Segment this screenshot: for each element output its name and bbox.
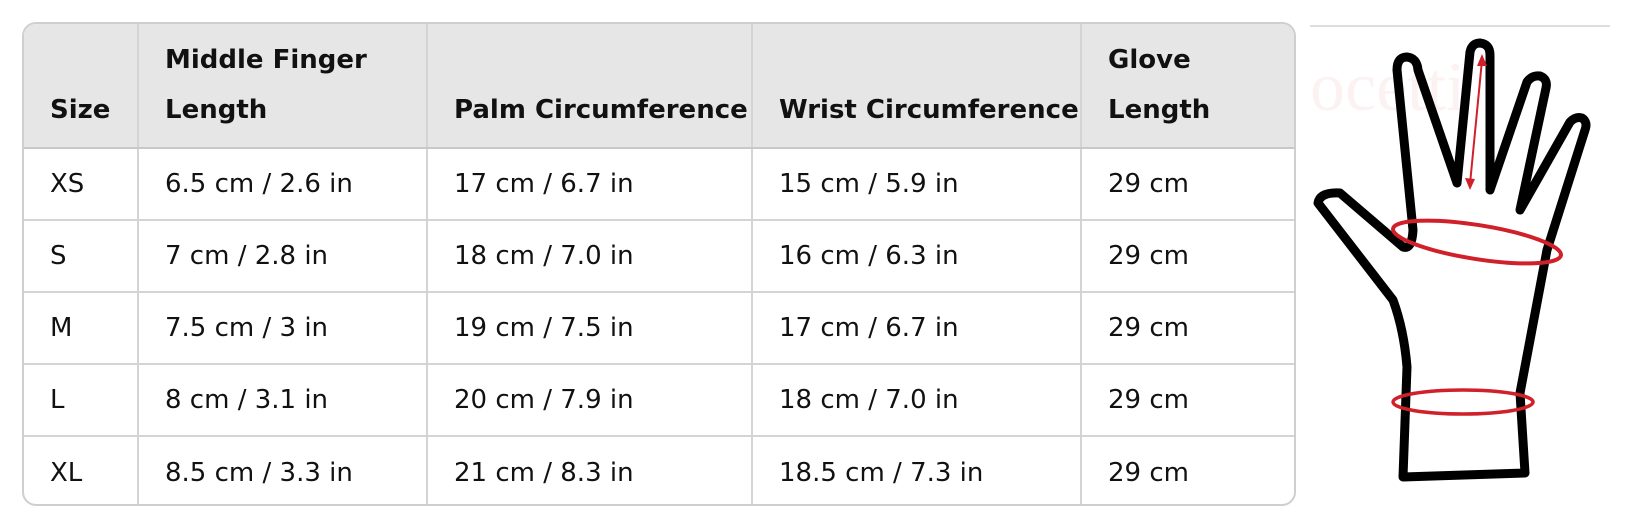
- cell-wrist-circumference: 18.5 cm / 7.3 in: [752, 436, 1082, 504]
- hand-outline: [1313, 38, 1591, 482]
- header-palm-circumference: Palm Circumference: [427, 24, 753, 149]
- cell-glove-length: 29 cm: [1081, 364, 1294, 437]
- cell-middle-finger-length: 7.5 cm / 3 in: [138, 292, 428, 365]
- header-wrist-circumference: Wrist Circumference: [752, 24, 1082, 149]
- header-glove-length: Glove Length: [1081, 24, 1294, 149]
- cell-glove-length: 29 cm: [1081, 148, 1294, 221]
- cell-size: S: [24, 220, 139, 293]
- header-size: Size: [24, 24, 139, 149]
- cell-middle-finger-length: 8.5 cm / 3.3 in: [138, 436, 428, 504]
- cell-middle-finger-length: 6.5 cm / 2.6 in: [138, 148, 428, 221]
- hand-measurement-diagram-icon: ocetti: [1310, 25, 1610, 482]
- cell-wrist-circumference: 16 cm / 6.3 in: [752, 220, 1082, 293]
- cell-wrist-circumference: 17 cm / 6.7 in: [752, 292, 1082, 365]
- cell-palm-circumference: 21 cm / 8.3 in: [427, 436, 753, 504]
- cell-wrist-circumference: 18 cm / 7.0 in: [752, 364, 1082, 437]
- cell-palm-circumference: 19 cm / 7.5 in: [427, 292, 753, 365]
- size-chart-table: Size Middle Finger Length Palm Circumfer…: [22, 22, 1296, 506]
- cell-palm-circumference: 20 cm / 7.9 in: [427, 364, 753, 437]
- cell-middle-finger-length: 8 cm / 3.1 in: [138, 364, 428, 437]
- arrow-head-bottom: [1465, 178, 1475, 190]
- palm-circumference-loop: [1391, 218, 1563, 266]
- header-middle-finger-length: Middle Finger Length: [138, 24, 428, 149]
- cell-wrist-circumference: 15 cm / 5.9 in: [752, 148, 1082, 221]
- cell-palm-circumference: 17 cm / 6.7 in: [427, 148, 753, 221]
- cell-glove-length: 29 cm: [1081, 220, 1294, 293]
- table-row: M 7.5 cm / 3 in 19 cm / 7.5 in 17 cm / 6.7 …: [24, 292, 1294, 365]
- arrow-head-top: [1477, 54, 1487, 66]
- cell-size: XS: [24, 148, 139, 221]
- cell-size: M: [24, 292, 139, 365]
- table-row: XL 8.5 cm / 3.3 in 21 cm / 8.3 in 18.5 cm /…: [24, 436, 1294, 504]
- cell-size: XL: [24, 436, 139, 504]
- table-header-row: Size Middle Finger Length Palm Circumfer…: [24, 24, 1294, 149]
- middle-finger-arrow: [1469, 59, 1483, 185]
- cell-size: L: [24, 364, 139, 437]
- cell-glove-length: 29 cm: [1081, 292, 1294, 365]
- cell-middle-finger-length: 7 cm / 2.8 in: [138, 220, 428, 293]
- watermark: ocetti: [1310, 49, 1465, 126]
- table-row: XS 6.5 cm / 2.6 in 17 cm / 6.7 in 15 cm / 5…: [24, 148, 1294, 221]
- cell-palm-circumference: 18 cm / 7.0 in: [427, 220, 753, 293]
- cell-glove-length: 29 cm: [1108, 457, 1189, 488]
- wrist-circumference-loop: [1391, 388, 1535, 416]
